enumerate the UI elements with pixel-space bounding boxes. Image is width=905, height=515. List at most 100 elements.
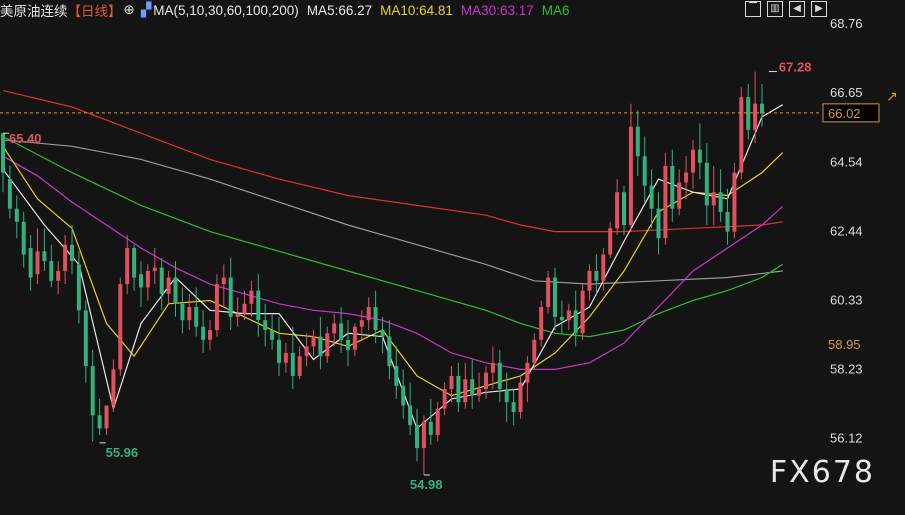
candle-up: [739, 87, 744, 180]
candle-up: [449, 366, 454, 403]
candle-up: [118, 277, 123, 376]
watermark-logo: FX678: [769, 455, 875, 490]
candle-body: [580, 290, 585, 334]
y-tick-label: 56.12: [830, 431, 863, 446]
candle-up: [711, 166, 716, 226]
annotation-label: 54.98: [410, 477, 443, 492]
candle-down: [277, 316, 281, 376]
candle-up: [311, 330, 316, 357]
candle-down: [622, 185, 626, 235]
candle-down: [559, 300, 564, 334]
candle-body: [753, 103, 758, 130]
candle-up: [166, 270, 171, 304]
candle-down: [139, 261, 143, 308]
step-back-icon[interactable]: ◀: [789, 1, 805, 17]
candle-up: [608, 221, 613, 258]
candle-body: [228, 277, 233, 317]
candle-up: [283, 343, 288, 373]
candle-up: [539, 300, 544, 347]
candle-down: [394, 346, 399, 399]
y-tick-label: 64.54: [830, 154, 863, 169]
candle-body: [463, 379, 468, 403]
candle-down: [270, 313, 275, 350]
candle-body: [152, 267, 157, 271]
ma-settings-icon[interactable]: ▞: [140, 2, 152, 17]
candle-body: [532, 339, 537, 363]
zoom-in-icon[interactable]: ▔: [745, 1, 761, 17]
candle-down: [380, 316, 385, 353]
candle-up: [187, 293, 192, 331]
candle-body: [83, 310, 88, 367]
candle-body: [470, 379, 475, 396]
candle-up: [304, 333, 309, 367]
candle-body: [684, 172, 689, 183]
candle-down: [470, 359, 475, 409]
moving-average-lines: [2, 90, 784, 430]
candle-down: [718, 169, 723, 222]
candle-up: [677, 169, 682, 216]
candle-down: [642, 136, 647, 203]
ma60-value: MA6: [541, 2, 570, 18]
candle-body: [145, 270, 150, 288]
ma200-line: [2, 90, 783, 233]
candle-body: [456, 375, 461, 403]
candle-body: [63, 244, 68, 271]
period-label[interactable]: 【日线】: [67, 4, 122, 19]
candle-body: [601, 254, 606, 281]
candle-up: [518, 375, 523, 419]
candle-body: [263, 320, 268, 331]
candle-up: [235, 297, 240, 327]
chart-toolbar: ▔ ▥ ◀ ▶: [745, 1, 827, 17]
candle-body: [504, 389, 509, 403]
ma30-value: MA30:63.17: [460, 2, 534, 18]
ma30-line: [2, 155, 784, 370]
candle-down: [704, 143, 709, 226]
candle-up: [152, 248, 157, 285]
candle-down: [746, 84, 751, 140]
candle-up: [463, 362, 468, 409]
candle-down: [373, 290, 378, 344]
candle-down: [1, 133, 5, 193]
candle-up: [214, 274, 219, 337]
ma5-value: MA5:66.27: [306, 2, 373, 18]
candle-body: [539, 307, 544, 340]
candle-body: [139, 274, 143, 288]
candle-down: [228, 257, 233, 331]
candle-up: [297, 346, 302, 380]
candle-up: [684, 156, 689, 199]
candle-up: [663, 152, 668, 245]
y-tick-label: 60.33: [830, 293, 863, 308]
candle-down: [97, 398, 102, 435]
candle-body: [421, 421, 426, 449]
candle-down: [497, 349, 502, 403]
candle-body: [352, 326, 357, 350]
crosshair-icon[interactable]: ⊕: [123, 2, 135, 17]
ma10-value: MA10:64.81: [380, 2, 453, 18]
candle-body: [325, 333, 330, 357]
candle-down: [656, 192, 661, 255]
candle-down: [290, 326, 295, 390]
candle-up: [442, 382, 447, 416]
candle-up: [421, 415, 426, 475]
candle-body: [49, 261, 54, 281]
candle-body: [704, 162, 709, 206]
candle-body: [214, 284, 219, 331]
candle-down: [670, 149, 675, 222]
candle-up: [249, 280, 254, 317]
candle-body: [656, 208, 661, 239]
candle-down: [76, 251, 81, 324]
step-forward-icon[interactable]: ▶: [811, 1, 827, 17]
candle-body: [125, 248, 130, 285]
candle-body: [14, 208, 19, 222]
candle-body: [283, 352, 288, 363]
candle-body: [725, 211, 730, 232]
candle-body: [408, 405, 413, 426]
candle-up: [587, 264, 592, 301]
y-tick-label: 66.65: [830, 85, 863, 100]
candle-down: [173, 261, 178, 317]
zoom-out-icon[interactable]: ▥: [767, 1, 783, 17]
candle-body: [497, 362, 502, 390]
candle-body: [208, 330, 212, 340]
candle-body: [249, 290, 254, 304]
